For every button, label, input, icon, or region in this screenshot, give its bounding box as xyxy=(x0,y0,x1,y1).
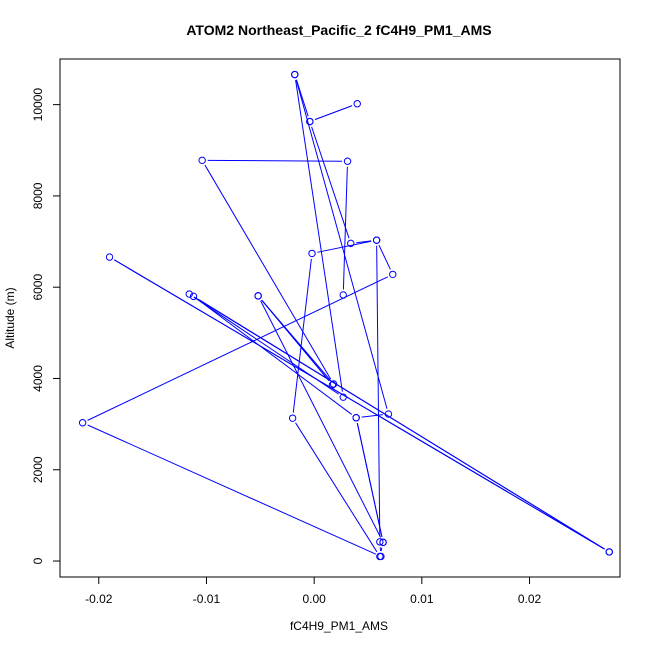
series-segment xyxy=(361,414,384,418)
series-segment xyxy=(87,276,389,421)
y-tick-label: 8000 xyxy=(31,182,45,209)
data-point xyxy=(372,236,381,244)
series-segment xyxy=(204,164,332,380)
data-point xyxy=(377,552,385,561)
data-point xyxy=(353,100,361,108)
series-segment xyxy=(295,79,388,409)
data-point xyxy=(288,414,297,422)
x-axis-label: fC4H9_PM1_AMS xyxy=(290,619,388,633)
data-point xyxy=(339,291,347,299)
x-tick-label: -0.01 xyxy=(193,592,221,606)
data-point xyxy=(347,239,355,248)
x-tick-label: 0.00 xyxy=(302,592,326,606)
series-segment xyxy=(292,258,312,413)
y-tick-label: 2000 xyxy=(31,456,45,483)
x-tick-label: -0.02 xyxy=(85,592,113,606)
series-segment xyxy=(114,259,605,550)
data-point xyxy=(379,538,387,547)
x-tick-label: 0.01 xyxy=(410,592,434,606)
data-point xyxy=(105,253,114,261)
series-segment xyxy=(295,79,343,392)
series-segment xyxy=(378,244,391,270)
data-point xyxy=(605,548,613,556)
series-segment xyxy=(197,299,353,415)
data-point xyxy=(308,249,316,258)
series-segment xyxy=(356,422,383,538)
data-point xyxy=(185,290,193,298)
data-point xyxy=(352,414,360,422)
series-segment xyxy=(207,159,343,162)
series-segment xyxy=(197,298,605,550)
series-segment xyxy=(87,424,377,555)
chart-title: ATOM2 Northeast_Pacific_2 fC4H9_PM1_AMS xyxy=(186,22,491,38)
series-segment xyxy=(311,126,350,239)
x-axis: -0.02 -0.01 0.00 0.01 0.02 xyxy=(85,576,542,606)
series-segment xyxy=(261,299,331,381)
series-segment xyxy=(260,300,382,538)
series-segment xyxy=(380,547,383,552)
y-tick-label: 6000 xyxy=(31,274,45,301)
y-tick-label: 0 xyxy=(31,557,45,564)
series-layer xyxy=(78,70,613,561)
y-axis-label: Altitude (m) xyxy=(3,287,17,348)
series-segment xyxy=(342,166,348,290)
y-tick-label: 10000 xyxy=(31,88,45,122)
data-point xyxy=(291,70,299,79)
data-point xyxy=(384,410,393,418)
series-segment xyxy=(356,240,372,244)
data-point xyxy=(78,419,87,427)
series-segment xyxy=(295,422,378,553)
data-point xyxy=(339,393,347,401)
y-tick-label: 4000 xyxy=(31,365,45,392)
data-point xyxy=(329,380,338,388)
data-point xyxy=(189,292,198,301)
data-point xyxy=(376,538,384,546)
series-segment xyxy=(314,105,353,121)
data-point xyxy=(389,270,397,279)
plot-area xyxy=(59,58,621,578)
data-point xyxy=(198,156,206,165)
data-point xyxy=(254,292,262,300)
x-tick-label: 0.02 xyxy=(518,592,542,606)
y-axis: 0 2000 4000 6000 8000 10000 xyxy=(31,88,61,564)
series-segment xyxy=(376,245,381,537)
data-point xyxy=(328,381,337,389)
series-segment xyxy=(295,79,309,117)
data-point xyxy=(343,157,352,165)
data-point xyxy=(306,117,314,126)
